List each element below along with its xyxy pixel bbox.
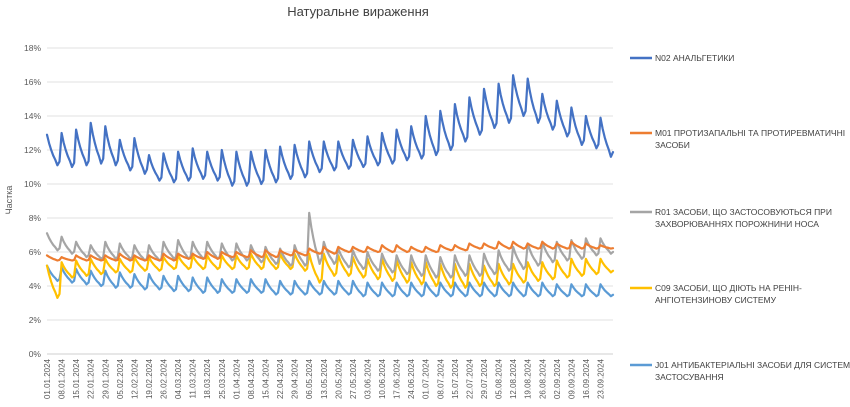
- x-tick-label: 26.08.2024: [538, 358, 547, 399]
- x-tick-label: 17.06.2024: [393, 358, 402, 399]
- x-tick-label: 18.03.2024: [203, 358, 212, 399]
- legend: N02 АНАЛЬГЕТИКИ M01 ПРОТИЗАПАЛЬНІ ТА ПРОТ…: [630, 53, 850, 382]
- legend-label: J01 АНТИБАКТЕРІАЛЬНІ ЗАСОБИ ДЛЯ СИСТЕМНО…: [655, 360, 850, 370]
- x-tick-label: 01.04.2024: [232, 358, 241, 399]
- x-tick-label: 23.09.2024: [597, 358, 606, 399]
- x-tick-label: 19.02.2024: [145, 358, 154, 399]
- x-tick-label: 22.04.2024: [276, 358, 285, 399]
- y-tick-label: 4%: [29, 281, 42, 291]
- x-tick-label: 22.07.2024: [465, 358, 474, 399]
- series-lines: [45, 74, 615, 299]
- legend-label: ЗАХВОРЮВАННЯХ ПОРОЖНИНИ НОСА: [655, 219, 819, 229]
- x-tick-label: 01.07.2024: [422, 358, 431, 399]
- x-tick-label: 08.01.2024: [58, 358, 67, 399]
- legend-label: ЗАСТОСУВАННЯ: [655, 372, 724, 382]
- x-axis-ticks: 01.01.2024 08.01.2024 15.01.2024 22.01.2024…: [43, 358, 606, 399]
- series-line-c09: [45, 252, 615, 299]
- x-tick-label: 16.09.2024: [582, 358, 591, 399]
- x-tick-label: 09.09.2024: [567, 358, 576, 399]
- y-tick-label: 6%: [29, 247, 42, 257]
- legend-label: АНГІОТЕНЗИНОВУ СИСТЕМУ: [655, 295, 777, 305]
- x-tick-label: 15.07.2024: [451, 358, 460, 399]
- y-tick-label: 12%: [24, 145, 41, 155]
- series-line-r01: [45, 211, 615, 279]
- gridlines: [47, 47, 613, 355]
- x-tick-label: 20.05.2024: [334, 358, 343, 399]
- legend-label: M01 ПРОТИЗАПАЛЬНІ ТА ПРОТИРЕВМАТИЧНІ: [655, 128, 845, 138]
- y-tick-label: 2%: [29, 315, 42, 325]
- series-line-j01: [45, 264, 615, 298]
- x-tick-label: 22.01.2024: [87, 358, 96, 399]
- x-tick-label: 12.02.2024: [130, 358, 139, 399]
- x-tick-label: 08.07.2024: [436, 358, 445, 399]
- x-tick-label: 05.08.2024: [495, 358, 504, 399]
- x-tick-label: 04.03.2024: [174, 358, 183, 399]
- x-tick-label: 29.07.2024: [480, 358, 489, 399]
- x-tick-label: 12.08.2024: [509, 358, 518, 399]
- x-tick-label: 15.01.2024: [72, 358, 81, 399]
- x-tick-label: 06.05.2024: [305, 358, 314, 399]
- legend-label: ЗАСОБИ: [655, 140, 690, 150]
- y-tick-label: 0%: [29, 349, 42, 359]
- x-tick-label: 24.06.2024: [407, 358, 416, 399]
- legend-label: N02 АНАЛЬГЕТИКИ: [655, 53, 734, 63]
- x-tick-label: 13.05.2024: [320, 358, 329, 399]
- x-tick-label: 15.04.2024: [261, 358, 270, 399]
- x-tick-label: 01.01.2024: [43, 358, 52, 399]
- y-axis-label: Частка: [4, 186, 14, 215]
- x-tick-label: 26.02.2024: [160, 358, 169, 399]
- y-tick-label: 16%: [24, 77, 41, 87]
- y-tick-label: 14%: [24, 111, 41, 121]
- y-tick-label: 18%: [24, 43, 41, 53]
- x-tick-label: 27.05.2024: [349, 358, 358, 399]
- x-tick-label: 29.04.2024: [291, 358, 300, 399]
- x-tick-label: 08.04.2024: [247, 358, 256, 399]
- x-tick-label: 10.06.2024: [378, 358, 387, 399]
- y-axis-ticks: 0% 2% 4% 6% 8% 10% 12% 14% 16% 18%: [24, 43, 41, 359]
- legend-label: C09 ЗАСОБИ, ЩО ДІЮТЬ НА РЕНІН-: [655, 283, 802, 293]
- x-tick-label: 19.08.2024: [524, 358, 533, 399]
- y-tick-label: 8%: [29, 213, 42, 223]
- x-tick-label: 25.03.2024: [218, 358, 227, 399]
- x-tick-label: 29.01.2024: [101, 358, 110, 399]
- x-tick-label: 11.03.2024: [189, 358, 198, 398]
- chart-title: Натуральне вираження: [287, 4, 429, 19]
- x-tick-label: 05.02.2024: [116, 358, 125, 399]
- series-line-n02: [45, 74, 615, 187]
- y-tick-label: 10%: [24, 179, 41, 189]
- legend-label: R01 ЗАСОБИ, ЩО ЗАСТОСОВУЮТЬСЯ ПРИ: [655, 207, 832, 217]
- x-tick-label: 03.06.2024: [363, 358, 372, 399]
- series-line-m01: [45, 240, 615, 262]
- x-tick-label: 02.09.2024: [553, 358, 562, 399]
